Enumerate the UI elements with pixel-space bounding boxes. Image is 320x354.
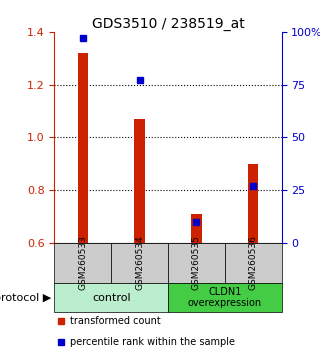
Bar: [134, 119, 145, 243]
Bar: [54, 283, 168, 312]
Bar: [248, 164, 258, 243]
Bar: [168, 283, 282, 312]
Bar: [225, 243, 282, 283]
Bar: [78, 53, 88, 243]
Text: control: control: [92, 292, 131, 303]
Text: GSM260533: GSM260533: [78, 235, 87, 290]
Bar: [111, 243, 168, 283]
Text: GSM260536: GSM260536: [249, 235, 258, 290]
Text: GSM260535: GSM260535: [192, 235, 201, 290]
Text: protocol ▶: protocol ▶: [0, 292, 52, 303]
Bar: [191, 214, 202, 243]
Title: GDS3510 / 238519_at: GDS3510 / 238519_at: [92, 17, 244, 31]
Text: CLDN1
overexpression: CLDN1 overexpression: [188, 287, 262, 308]
Text: GSM260534: GSM260534: [135, 236, 144, 290]
Text: percentile rank within the sample: percentile rank within the sample: [70, 337, 235, 347]
Text: transformed count: transformed count: [70, 315, 161, 326]
Bar: [168, 243, 225, 283]
Bar: [54, 243, 111, 283]
